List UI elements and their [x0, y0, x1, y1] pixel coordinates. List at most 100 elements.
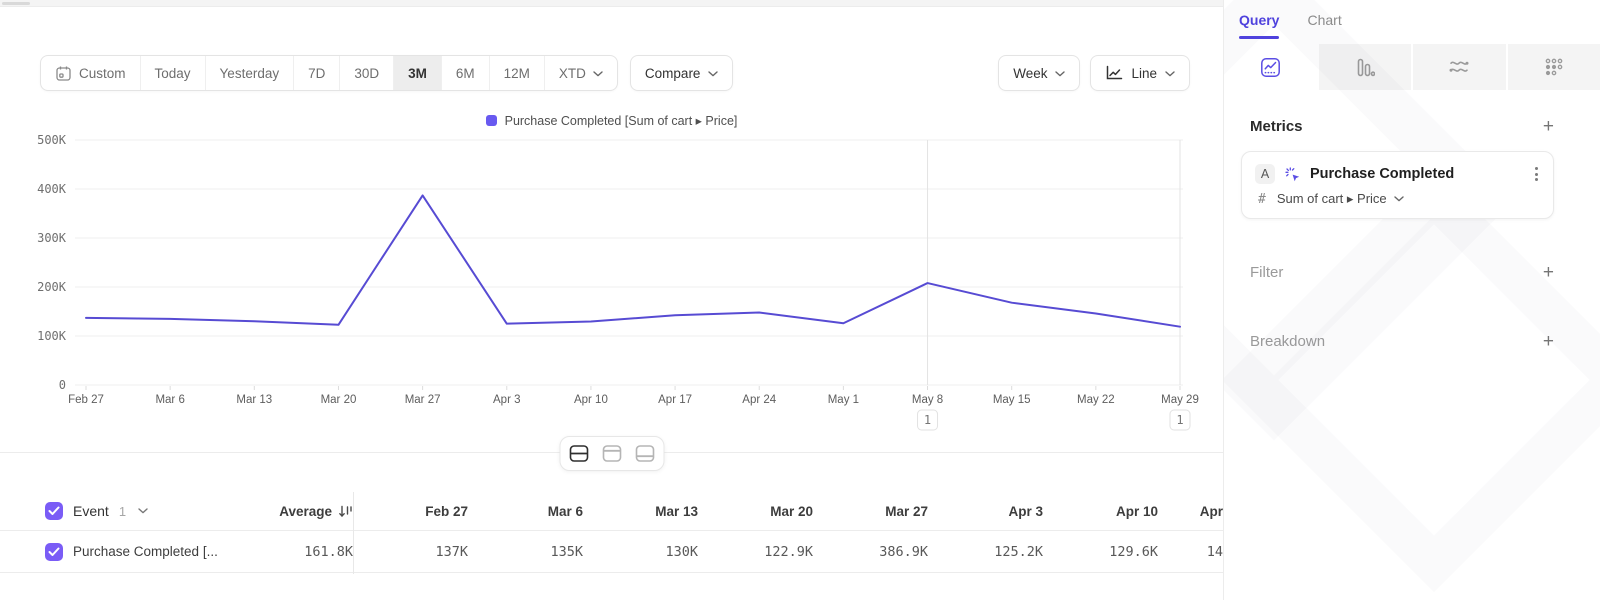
measure-dropdown[interactable]: Sum of cart ▸ Price	[1277, 191, 1404, 207]
metric-measure-row: # Sum of cart ▸ Price	[1255, 191, 1540, 207]
filter-heading: Filter	[1250, 264, 1284, 281]
metric-name: Purchase Completed	[1310, 166, 1455, 182]
layout-toggle-chart-only-icon[interactable]	[596, 440, 627, 467]
col-header-apr: Apr	[1199, 503, 1223, 519]
top-strip	[0, 0, 1223, 7]
select-all-checkbox[interactable]	[45, 502, 63, 520]
query-builder-panel: Query Chart Metrics + A Purchase Complet…	[1223, 0, 1600, 600]
y-axis-label: 300K	[37, 231, 67, 245]
series-name-cell[interactable]: Purchase Completed [...	[0, 542, 230, 561]
compare-label: Compare	[644, 65, 701, 81]
cell-value: 137K	[435, 543, 468, 560]
col-header-mar-20: Mar 20	[770, 503, 813, 519]
granularity-button[interactable]: Week	[998, 55, 1081, 91]
compare-button[interactable]: Compare	[629, 55, 734, 91]
cell-value: 386.9K	[879, 543, 928, 560]
range-custom[interactable]: Custom	[41, 56, 140, 90]
chart-legend[interactable]: Purchase Completed [Sum of cart ▸ Price]	[0, 113, 1223, 128]
x-axis-label: Apr 3	[493, 394, 521, 406]
tab-chart[interactable]: Chart	[1307, 12, 1342, 28]
metrics-section-header: Metrics +	[1224, 117, 1600, 136]
col-header-average[interactable]: Average	[230, 504, 353, 519]
line-chart[interactable]: 0 100K 200K 300K 400K 500K Feb 27 Mar 6 Mar 13 Ma…	[0, 0, 1223, 450]
annotation-badge[interactable]	[917, 409, 939, 431]
y-axis-label: 100K	[37, 329, 67, 343]
chart-type-insights-icon[interactable]	[1224, 44, 1317, 90]
display-controls: Week Line	[998, 55, 1190, 91]
range-3m[interactable]: 3M	[393, 56, 441, 90]
col-header-apr-10: Apr 10	[1115, 503, 1158, 519]
calendar-icon	[55, 65, 72, 82]
date-range-segmented-control: Custom Today Yesterday 7D 30D 3M 6M 12M XTD	[40, 55, 618, 91]
x-axis-label: Mar 13	[236, 394, 272, 406]
filter-section: Filter +	[1224, 263, 1600, 282]
event-label: Event	[73, 503, 109, 519]
layout-toggle-table-only-icon[interactable]	[629, 440, 660, 467]
cell-value: 135K	[550, 543, 583, 560]
number-type-icon: #	[1258, 191, 1266, 207]
y-axis-label: 500K	[37, 133, 67, 147]
measure-label: Sum of cart ▸ Price	[1276, 191, 1387, 206]
cell-average: 161.8K	[304, 543, 353, 560]
series-name: Purchase Completed [...	[73, 544, 218, 559]
chart-type-flow-icon[interactable]	[1413, 44, 1506, 90]
cell-value: 130K	[665, 543, 698, 560]
chevron-down-icon	[1165, 70, 1175, 77]
chart-type-retention-icon[interactable]	[1507, 44, 1600, 90]
add-filter-button[interactable]: +	[1542, 262, 1554, 283]
series-checkbox[interactable]	[45, 542, 63, 561]
x-axis-label: Apr 10	[574, 394, 608, 406]
table-row: Purchase Completed [... 161.8K 137K 135K 13…	[0, 531, 1223, 573]
series-line	[85, 194, 1181, 328]
chart-type-button[interactable]: Line	[1090, 55, 1190, 91]
metric-card-main-row: A Purchase Completed	[1255, 164, 1540, 184]
date-range-controls: Custom Today Yesterday 7D 30D 3M 6M 12M XTD Comp…	[40, 55, 734, 91]
x-axis-label: Mar 20	[321, 394, 357, 406]
range-30d[interactable]: 30D	[339, 56, 393, 90]
annotation-badge[interactable]	[1169, 409, 1191, 431]
panel-tabs: Query Chart	[1224, 0, 1600, 42]
table-header-row: Event 1 Average Feb 27 Mar 6 Mar 13 Mar 20 Ma…	[0, 492, 1223, 531]
col-header-mar-6: Mar 6	[547, 503, 583, 519]
col-header-mar-13: Mar 13	[655, 503, 698, 519]
chevron-down-icon	[708, 70, 719, 77]
chevron-down-icon	[138, 508, 148, 514]
metric-letter-badge: A	[1255, 164, 1275, 184]
breakdown-heading: Breakdown	[1250, 333, 1326, 350]
layout-toggle-split-view-icon[interactable]	[563, 440, 594, 467]
range-xtd[interactable]: XTD	[543, 56, 617, 90]
metrics-heading: Metrics	[1250, 118, 1303, 135]
chart-type-bar-icon[interactable]	[1318, 44, 1411, 90]
granularity-label: Week	[1013, 65, 1048, 81]
column-separator	[353, 492, 354, 574]
chevron-down-icon	[593, 70, 603, 77]
range-today[interactable]: Today	[139, 56, 205, 90]
breakdown-section: Breakdown +	[1224, 332, 1600, 351]
cell-value: 14	[1206, 543, 1223, 560]
x-axis-label: May 8	[912, 394, 943, 406]
add-breakdown-button[interactable]: +	[1542, 331, 1554, 352]
metric-options-kebab-icon[interactable]	[1533, 165, 1540, 183]
cell-value: 125.2K	[994, 543, 1043, 560]
metric-card[interactable]: A Purchase Completed # Sum of cart ▸ Pri…	[1241, 151, 1554, 219]
x-axis-label: May 29	[1161, 394, 1199, 406]
sort-descending-icon[interactable]	[338, 504, 353, 519]
add-metric-button[interactable]: +	[1542, 116, 1554, 137]
range-12m[interactable]: 12M	[488, 56, 544, 90]
annotation-count: 1	[1176, 413, 1183, 427]
range-6m[interactable]: 6M	[440, 56, 489, 90]
chart-type-label: Line	[1131, 65, 1157, 81]
chevron-down-icon	[1393, 196, 1404, 202]
range-yesterday[interactable]: Yesterday	[204, 56, 294, 90]
tab-query[interactable]: Query	[1239, 12, 1280, 39]
y-axis-label: 0	[59, 378, 66, 392]
x-axis-label: Feb 27	[68, 394, 104, 406]
event-header-cell[interactable]: Event 1	[0, 502, 230, 520]
range-7d[interactable]: 7D	[293, 56, 339, 90]
x-axis-label: May 15	[993, 394, 1031, 406]
y-axis-label: 400K	[37, 182, 67, 196]
legend-label: Purchase Completed [Sum of cart ▸ Price]	[504, 114, 738, 128]
chevron-down-icon	[1055, 70, 1066, 77]
watermark-decoration	[1224, 168, 1600, 592]
chart-toolbar: Custom Today Yesterday 7D 30D 3M 6M 12M XTD Comp…	[40, 55, 1190, 91]
